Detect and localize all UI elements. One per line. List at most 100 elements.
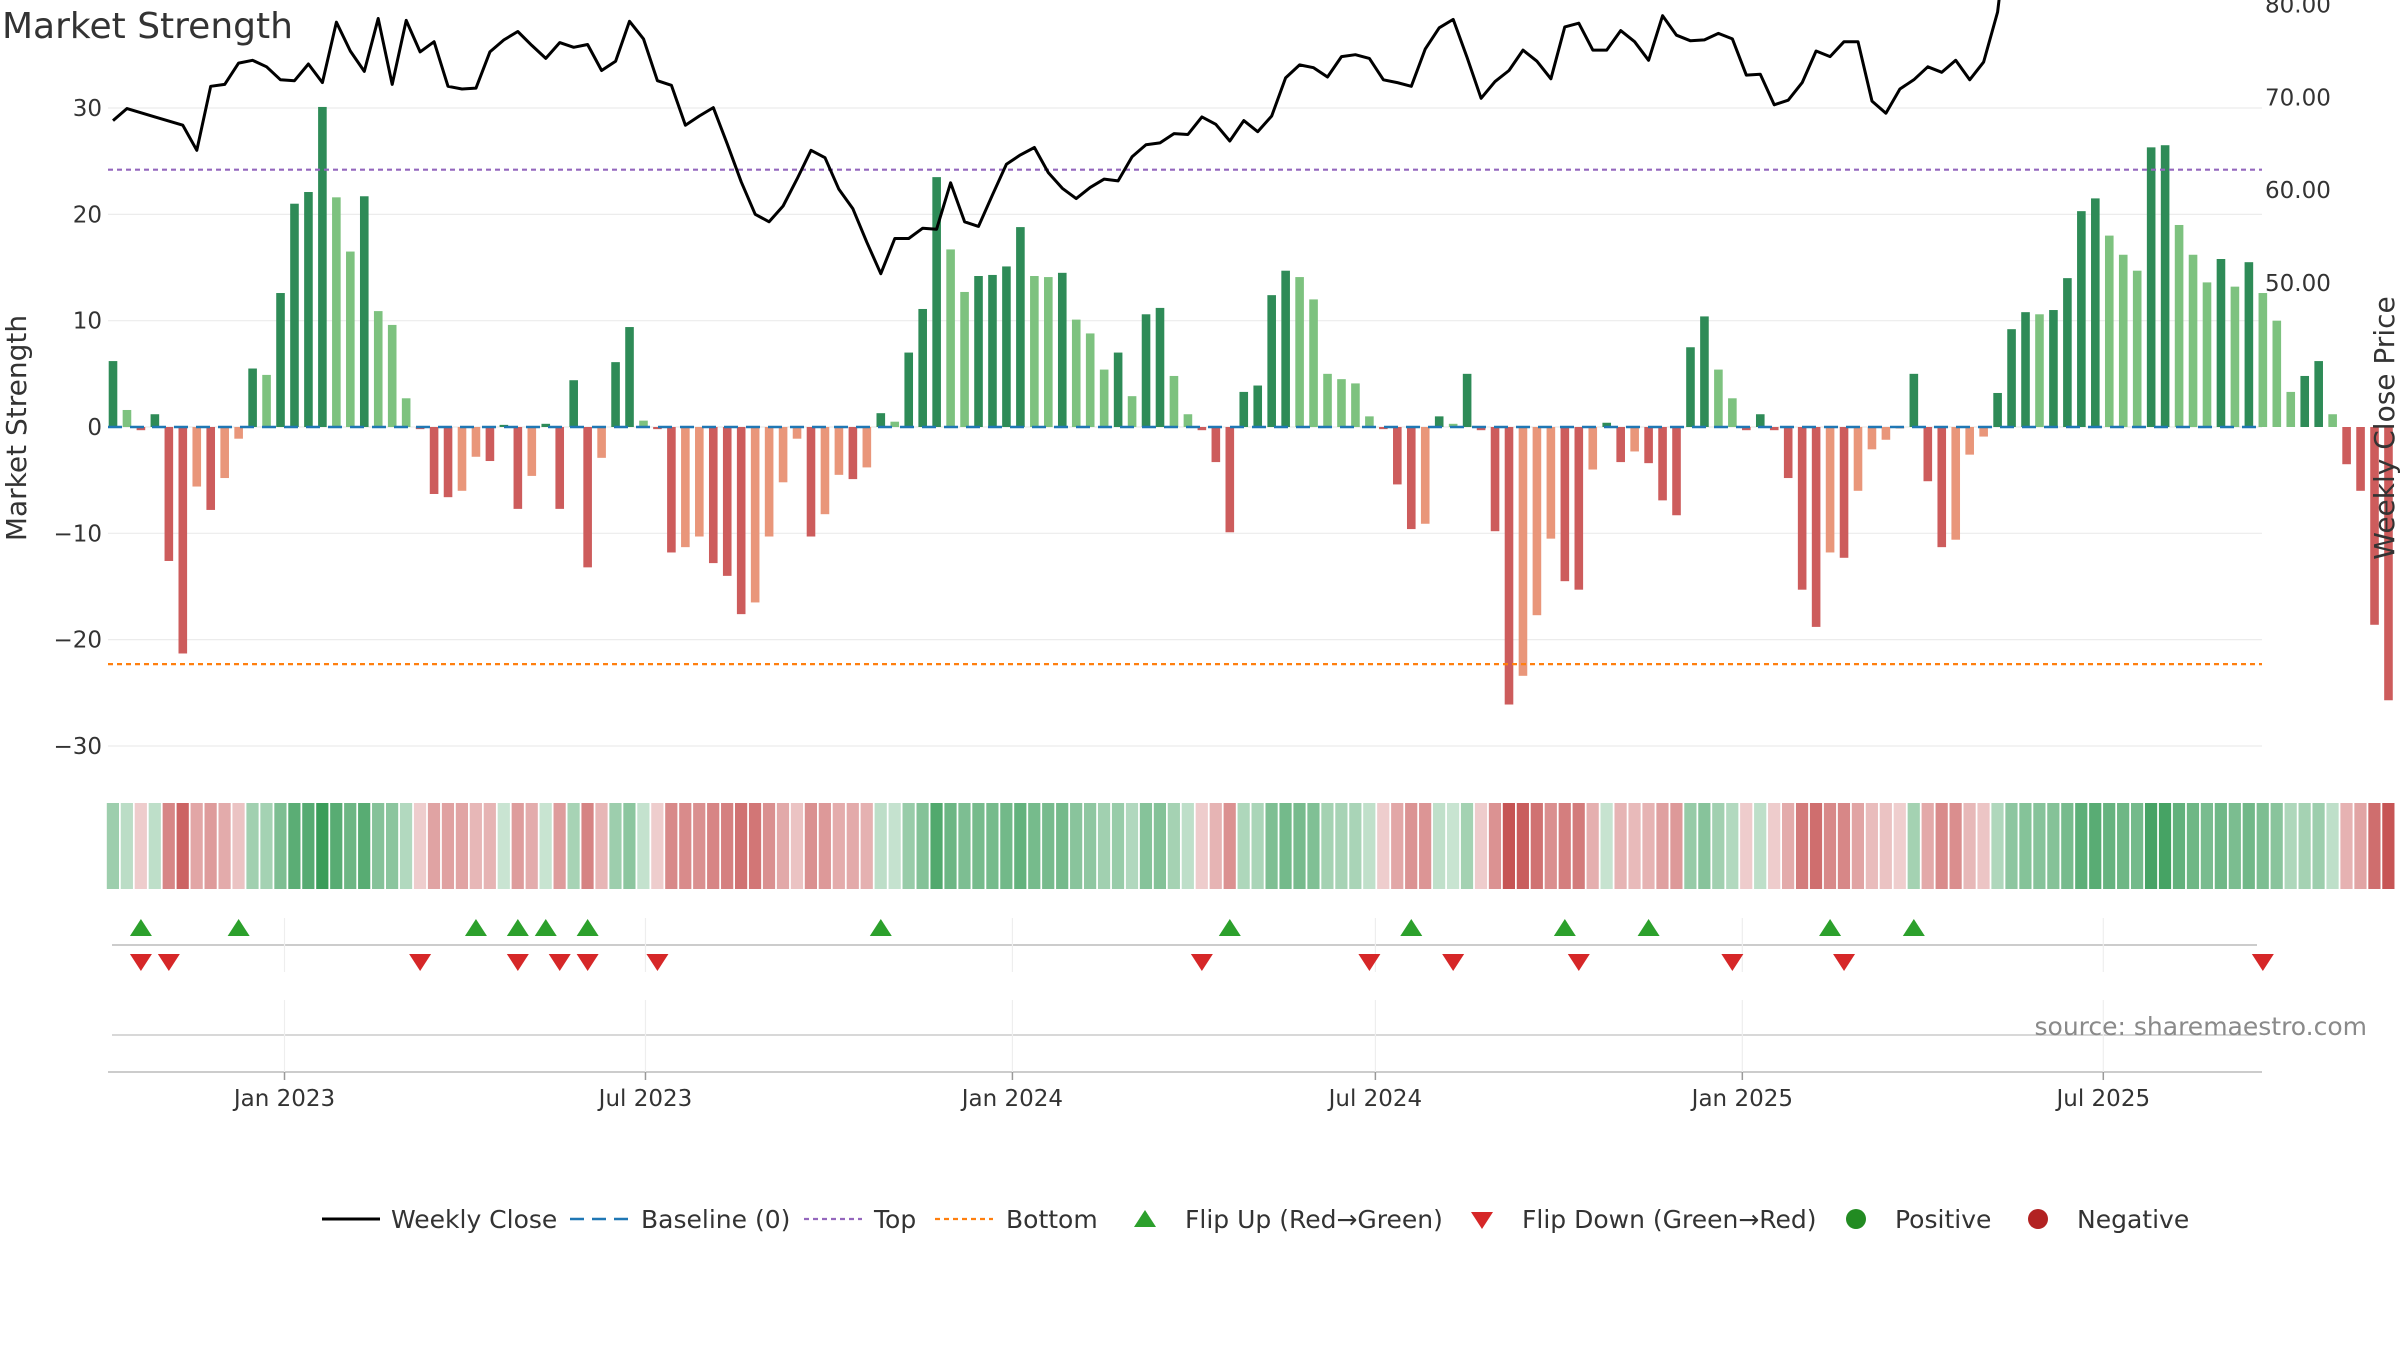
flip-down-marker xyxy=(2251,954,2274,971)
strength-bar xyxy=(778,427,788,483)
heat-cell xyxy=(120,803,133,889)
strength-bar xyxy=(792,427,802,439)
heat-cell xyxy=(1558,803,1571,889)
strength-bar xyxy=(2188,254,2198,427)
heat-cell xyxy=(302,803,315,889)
strength-bar xyxy=(625,327,634,427)
strength-bar xyxy=(736,427,746,615)
heat-cell xyxy=(2033,803,2046,889)
strength-bar xyxy=(1379,427,1388,430)
strength-bar xyxy=(1211,427,1221,463)
heat-cell xyxy=(469,803,482,889)
heat-cell xyxy=(1391,803,1404,889)
date-tick-label: Jul 2023 xyxy=(597,1086,693,1112)
heat-cell xyxy=(148,803,161,889)
strength-bar xyxy=(2202,282,2212,427)
strength-bar xyxy=(1783,427,1793,479)
strength-bar xyxy=(1253,385,1263,427)
strength-bar xyxy=(2272,320,2282,427)
heat-cell xyxy=(134,803,147,889)
strength-bar xyxy=(429,427,439,494)
heat-cell xyxy=(1279,803,1292,889)
strength-bar xyxy=(1867,427,1877,450)
heat-cell xyxy=(2117,803,2130,889)
strength-bar xyxy=(611,362,620,427)
heat-cell xyxy=(2089,803,2102,889)
heat-cell xyxy=(1097,803,1111,889)
strength-bar xyxy=(457,427,467,491)
heat-cell xyxy=(1209,803,1222,889)
strength-bar xyxy=(262,374,271,427)
strength-bar xyxy=(1476,427,1486,431)
heat-cell xyxy=(1251,803,1264,889)
strength-bar xyxy=(122,409,132,427)
strength-bar xyxy=(2216,258,2226,427)
heat-cell xyxy=(413,803,427,889)
strength-bar xyxy=(1462,373,1472,427)
heat-cell xyxy=(581,803,594,889)
strength-bar xyxy=(834,427,844,475)
heat-cell xyxy=(1586,803,1599,889)
heat-cell xyxy=(860,803,873,889)
flip-down-marker xyxy=(1567,954,1590,971)
chart-title: Market Strength xyxy=(2,6,293,47)
strength-bar xyxy=(667,427,676,553)
strength-bar xyxy=(1546,427,1556,539)
heat-cell xyxy=(372,803,385,889)
strength-bar xyxy=(1225,427,1235,533)
heat-cell xyxy=(693,803,706,889)
strength-bar xyxy=(764,427,774,537)
strength-bar xyxy=(2104,235,2114,427)
heat-cell xyxy=(1167,803,1180,889)
strength-bar xyxy=(2132,270,2142,427)
heat-cell xyxy=(1237,803,1250,889)
heat-cell xyxy=(1181,803,1194,889)
date-axis: Jan 2023 Jul 2023 Jan 2024 Jul 2024 Jan 2025… xyxy=(108,1000,2262,1112)
heat-cell xyxy=(1782,803,1795,889)
strength-bar xyxy=(276,293,285,427)
strength-bar xyxy=(1239,391,1249,427)
heat-cell xyxy=(1893,803,1906,889)
strength-bar xyxy=(1532,427,1542,616)
strength-bar xyxy=(401,398,411,427)
strength-bar xyxy=(1351,383,1360,427)
heat-cell xyxy=(1768,803,1781,889)
strength-bar xyxy=(708,427,718,564)
heat-cell xyxy=(330,803,343,889)
left-tick-label: −20 xyxy=(53,628,102,654)
flip-up-marker xyxy=(1553,919,1576,936)
legend-label: Negative xyxy=(2077,1205,2189,1234)
strength-bar xyxy=(485,427,495,462)
strength-bar xyxy=(1085,333,1095,427)
left-tick-label: 30 xyxy=(73,96,102,122)
flip-up-marker xyxy=(576,919,599,936)
flip-up-marker xyxy=(1218,919,1241,936)
heat-cell xyxy=(2326,803,2339,889)
strength-bar xyxy=(1797,427,1807,590)
strength-bar xyxy=(583,427,592,568)
heat-cell xyxy=(162,803,175,889)
strength-bar xyxy=(220,427,229,479)
heat-cell xyxy=(2103,803,2116,889)
heat-cell xyxy=(1544,803,1557,889)
flip-down-marker xyxy=(157,954,180,971)
heat-cell xyxy=(623,803,636,889)
heat-cell xyxy=(1628,803,1641,889)
heat-cell xyxy=(1726,803,1739,889)
strength-bar xyxy=(2370,427,2379,625)
strength-bar xyxy=(1574,427,1584,590)
strength-bar xyxy=(2300,375,2310,427)
strength-bar xyxy=(1518,427,1528,676)
heat-cell xyxy=(1363,803,1376,889)
heat-cell xyxy=(399,803,413,889)
strength-bar xyxy=(471,427,481,457)
heat-cell xyxy=(2019,803,2032,889)
heat-cell xyxy=(1111,803,1125,889)
strength-bar xyxy=(108,361,118,427)
heat-cell xyxy=(637,803,650,889)
heat-cell xyxy=(1139,803,1153,889)
heat-cell xyxy=(1293,803,1306,889)
heat-cell xyxy=(455,803,468,889)
strength-bar xyxy=(346,251,355,427)
heat-cell xyxy=(1335,803,1348,889)
